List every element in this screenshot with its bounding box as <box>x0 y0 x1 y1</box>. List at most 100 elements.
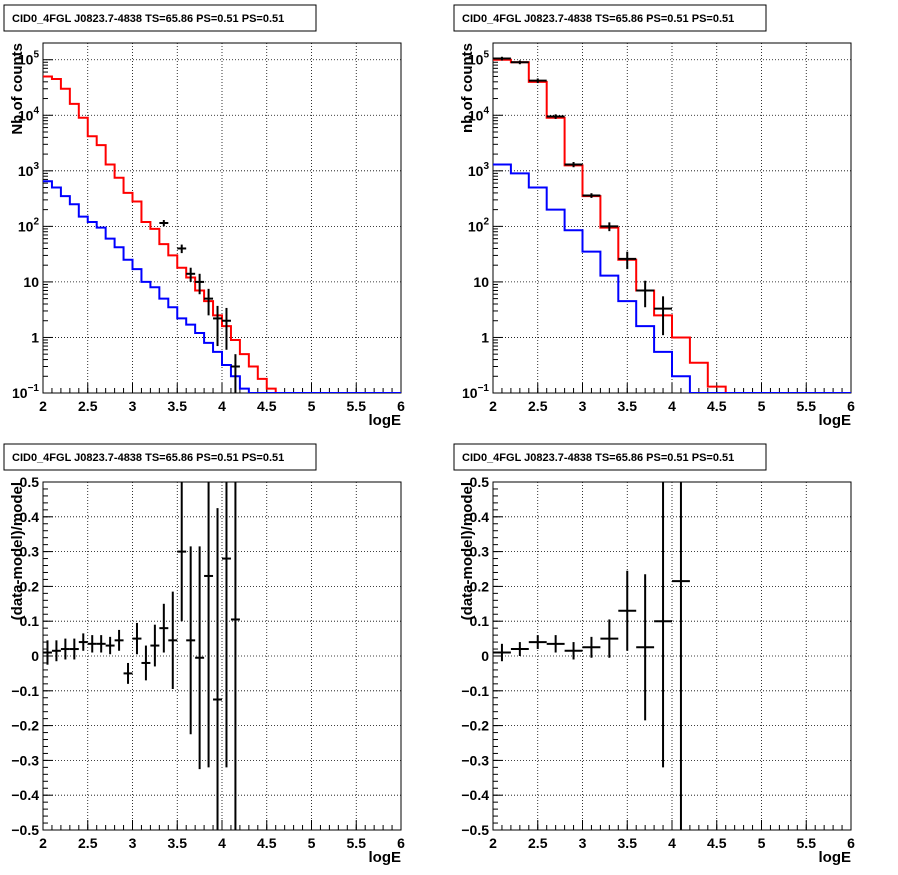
y-tick-label: 105 <box>468 50 490 68</box>
y-tick-label: 0 <box>31 648 39 664</box>
x-tick-label: 4 <box>668 835 676 851</box>
y-tick-label: 10 <box>23 274 39 290</box>
residual-point <box>60 638 70 660</box>
x-tick-label: 3 <box>579 398 587 414</box>
plot-area <box>43 482 240 830</box>
residual-point <box>123 662 133 684</box>
y-tick-label: 105 <box>18 50 40 68</box>
x-tick-label: 4 <box>668 398 676 414</box>
residual-point <box>78 633 88 651</box>
y-tick-label: −0.5 <box>11 822 39 838</box>
x-tick-label: 4 <box>218 398 226 414</box>
residual-point <box>132 622 142 655</box>
residual-point <box>510 642 529 656</box>
residual-point <box>672 482 690 830</box>
data-point <box>204 288 214 316</box>
y-tick-label: 0.2 <box>470 578 490 594</box>
y-axis-label: (data-model)/model <box>459 482 476 620</box>
residual-point <box>186 546 196 735</box>
y-tick-label: 0.3 <box>470 544 490 560</box>
x-tick-label: 3.5 <box>168 835 188 851</box>
residual-point <box>51 640 61 662</box>
residual-point <box>564 642 583 660</box>
residual-point <box>654 482 672 768</box>
residual-point <box>493 643 511 662</box>
x-axis-label: logE <box>369 849 402 866</box>
data-point <box>546 114 565 119</box>
x-tick-label: 5.5 <box>347 835 367 851</box>
x-tick-label: 5 <box>308 835 316 851</box>
residual-point <box>43 640 52 665</box>
y-tick-label: 10−1 <box>462 383 489 401</box>
y-tick-label: 10−1 <box>12 383 39 401</box>
x-tick-label: 4.5 <box>257 398 277 414</box>
data-point <box>636 280 655 308</box>
y-tick-label: 104 <box>18 105 40 123</box>
data-point <box>159 220 169 227</box>
x-tick-label: 3 <box>129 835 137 851</box>
data-point <box>600 222 619 232</box>
y-tick-label: −0.3 <box>461 752 489 768</box>
title-frame <box>453 443 767 471</box>
data-point <box>582 193 601 198</box>
y-tick-label: −0.3 <box>11 752 39 768</box>
residual-point <box>600 619 619 658</box>
y-tick-label: 102 <box>468 216 490 234</box>
plot-area <box>493 56 851 393</box>
y-tick-label: −0.2 <box>461 718 489 734</box>
y-tick-label: 1 <box>31 329 39 345</box>
y-axis-label: nb of counts <box>459 43 476 133</box>
data-point <box>222 307 231 350</box>
x-tick-label: 6 <box>397 835 405 851</box>
data-point <box>654 296 672 336</box>
residual-point <box>159 603 169 653</box>
y-tick-label: −0.5 <box>461 822 489 838</box>
x-tick-label: 2 <box>489 398 497 414</box>
plot-area <box>43 75 401 393</box>
y-tick-label: 0.4 <box>20 509 40 525</box>
x-axis-label: logE <box>819 412 852 429</box>
title-frame <box>3 443 317 471</box>
x-tick-label: 3 <box>579 835 587 851</box>
x-tick-label: 5.5 <box>797 398 817 414</box>
y-tick-label: 0.4 <box>470 509 490 525</box>
residual-point <box>528 635 547 650</box>
x-tick-label: 2 <box>39 398 47 414</box>
x-tick-label: 2.5 <box>78 835 98 851</box>
x-tick-label: 6 <box>847 398 855 414</box>
data-point <box>510 60 529 65</box>
chart-panel-2: 2 2.5 3 3.5 4 4.5 5 5.5 6 10−1 1 10 102 103 104 105 CID0… <box>453 4 855 429</box>
x-tick-label: 2 <box>39 835 47 851</box>
residual-point <box>168 591 178 690</box>
y-axis-label: (data-model)/model <box>9 482 26 620</box>
chart-title-box: CID0_4FGL J0823.7-4838 TS=65.86 PS=0.51 … <box>453 4 767 32</box>
model-total-histogram <box>43 75 401 393</box>
residual-point <box>195 546 205 770</box>
chart-panel-3: 2 2.5 3 3.5 4 4.5 5 5.5 6 −0.5 −0.4 −0.3 −0.2 −0.1 0 0.… <box>3 443 405 866</box>
residual-point <box>105 636 115 655</box>
residual-point <box>546 635 565 653</box>
y-tick-label: 104 <box>468 105 490 123</box>
x-tick-label: 5.5 <box>347 398 367 414</box>
residual-point <box>636 574 655 721</box>
chart-title: CID0_4FGL J0823.7-4838 TS=65.86 PS=0.51 … <box>12 452 284 464</box>
x-tick-label: 3 <box>129 398 137 414</box>
y-tick-label: 0.2 <box>20 578 40 594</box>
model-component-histogram <box>493 163 851 393</box>
residual-point <box>213 508 222 830</box>
residual-point <box>204 482 214 768</box>
residual-point <box>141 645 151 681</box>
y-tick-label: 0.1 <box>20 613 40 629</box>
title-frame <box>3 4 317 32</box>
data-point <box>177 244 187 254</box>
x-tick-label: 6 <box>397 398 405 414</box>
chart-title: CID0_4FGL J0823.7-4838 TS=65.86 PS=0.51 … <box>462 452 734 464</box>
x-tick-label: 4 <box>218 835 226 851</box>
x-tick-label: 4.5 <box>707 835 727 851</box>
x-tick-label: 4.5 <box>707 398 727 414</box>
residual-point <box>230 482 240 830</box>
x-tick-label: 6 <box>847 835 855 851</box>
y-axis-label: Nb of counts <box>9 43 26 135</box>
residual-point <box>618 570 637 651</box>
